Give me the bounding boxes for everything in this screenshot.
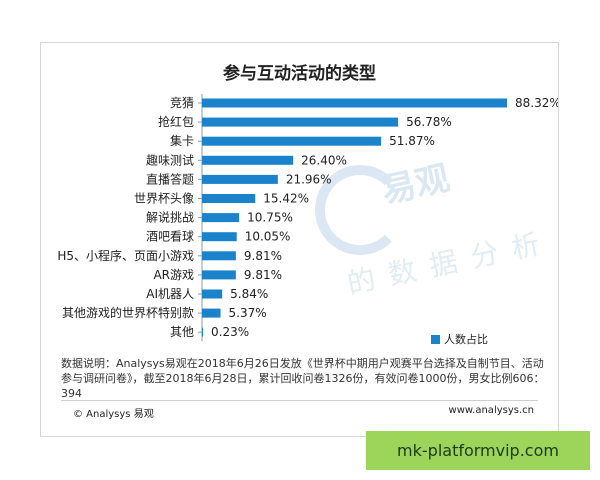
data-label: 26.40% <box>301 153 347 167</box>
bar <box>202 194 256 203</box>
category-label: 酒吧看球 <box>146 230 194 244</box>
category-label: 抢红包 <box>158 114 194 129</box>
bar <box>202 308 221 318</box>
category-label: 其他游戏的世界杯特别款 <box>62 305 194 320</box>
data-label: 9.81% <box>244 268 282 282</box>
legend-label: 人数占比 <box>444 333 488 346</box>
bar <box>202 136 382 146</box>
bar <box>202 232 237 242</box>
data-label: 56.78% <box>406 115 452 129</box>
footer-divider <box>61 400 538 401</box>
category-label: H5、小程序、页面小游戏 <box>57 248 194 263</box>
category-label: AR游戏 <box>153 268 194 282</box>
data-label: 10.75% <box>247 211 293 225</box>
category-label: 集卡 <box>170 133 194 148</box>
category-label: 直播答题 <box>146 171 194 186</box>
data-label: 10.05% <box>245 230 291 244</box>
chart-card: 参与互动活动的类型 易观 的数据分析 竞猜 88.32% 抢红包 56.78% 集卡 51… <box>40 42 559 437</box>
category-label: 世界杯头像 <box>134 192 194 206</box>
bar <box>202 327 203 337</box>
site-badge[interactable]: mk-platformvip.com <box>366 431 590 470</box>
footer-copyright: © Analysys 易观 <box>73 409 154 420</box>
category-label: 趣味测试 <box>146 152 194 167</box>
bar-chart: 竞猜 88.32% 抢红包 56.78% 集卡 51.87% 趣味测试 26.40% 直播答题 2… <box>57 94 558 342</box>
data-label: 51.87% <box>389 134 435 148</box>
bar <box>202 98 507 108</box>
bar <box>202 213 240 223</box>
data-label: 5.37% <box>229 306 267 320</box>
bar <box>202 270 236 280</box>
category-label: AI机器人 <box>146 287 194 301</box>
chart-title: 参与互动活动的类型 <box>223 64 376 84</box>
category-label: 竞猜 <box>170 96 194 110</box>
bar <box>202 251 236 261</box>
legend: 人数占比 <box>431 331 488 347</box>
data-note: 数据说明：Analysys易观在2018年6月26日发放《世界杯中期用户观赛平台… <box>61 357 545 400</box>
site-badge-text: mk-platformvip.com <box>397 441 559 460</box>
bar <box>202 117 399 127</box>
category-label: 解说挑战 <box>146 210 194 225</box>
footer-website: www.analysys.cn <box>448 405 534 416</box>
data-label: 5.84% <box>230 287 268 301</box>
category-label: 其他 <box>170 325 194 339</box>
data-label: 15.42% <box>263 192 309 206</box>
legend-swatch <box>431 334 440 344</box>
bar <box>202 289 223 299</box>
data-label: 9.81% <box>244 249 282 263</box>
data-label: 88.32% <box>515 96 558 110</box>
data-label: 0.23% <box>211 325 249 339</box>
bar <box>202 174 278 184</box>
data-label: 21.96% <box>286 172 332 186</box>
bar <box>202 155 294 165</box>
